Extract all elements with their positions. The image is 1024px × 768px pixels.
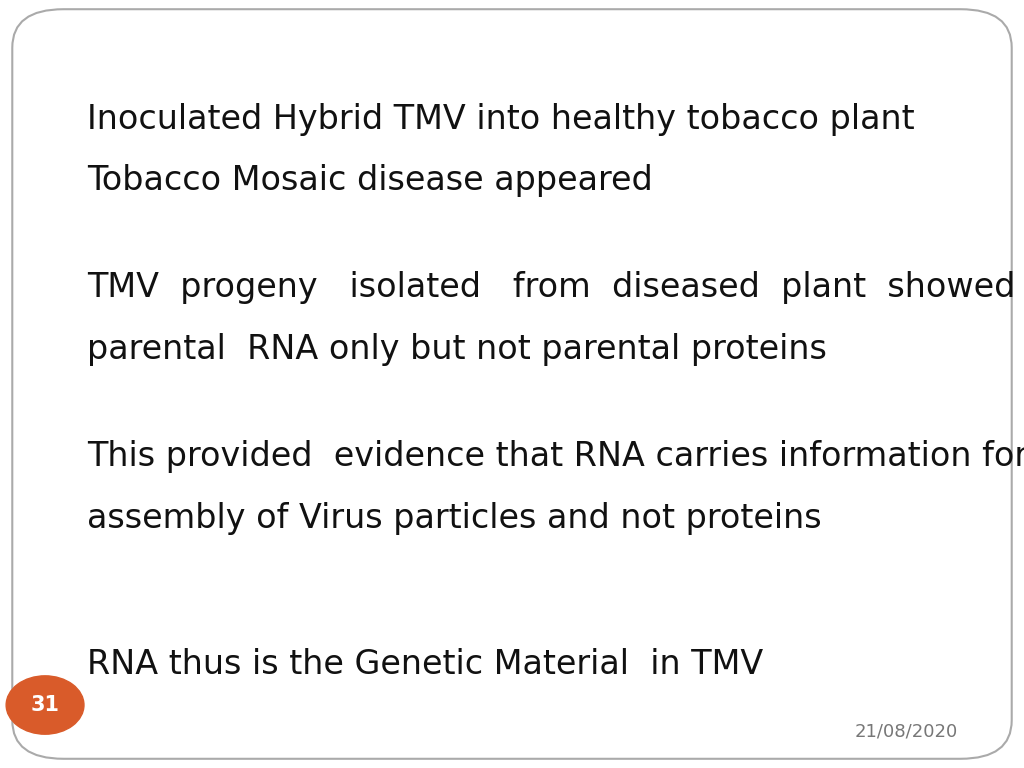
Text: Tobacco Mosaic disease appeared: Tobacco Mosaic disease appeared (87, 164, 652, 197)
Text: RNA thus is the Genetic Material  in TMV: RNA thus is the Genetic Material in TMV (87, 648, 763, 680)
Text: parental  RNA only but not parental proteins: parental RNA only but not parental prote… (87, 333, 827, 366)
Text: 21/08/2020: 21/08/2020 (855, 722, 958, 740)
FancyBboxPatch shape (12, 9, 1012, 759)
Text: Inoculated Hybrid TMV into healthy tobacco plant: Inoculated Hybrid TMV into healthy tobac… (87, 103, 914, 135)
Text: assembly of Virus particles and not proteins: assembly of Virus particles and not prot… (87, 502, 821, 535)
Text: This provided  evidence that RNA carries information for: This provided evidence that RNA carries … (87, 441, 1024, 473)
Text: 31: 31 (31, 695, 59, 715)
Text: TMV  progeny   isolated   from  diseased  plant  showed: TMV progeny isolated from diseased plant… (87, 272, 1016, 304)
Circle shape (6, 676, 84, 734)
